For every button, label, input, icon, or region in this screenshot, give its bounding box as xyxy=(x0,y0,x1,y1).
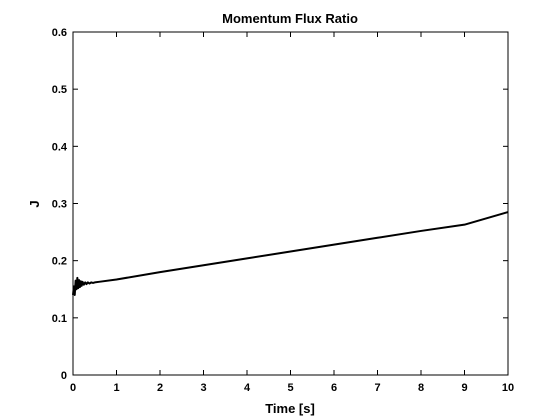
x-axis-label: Time [s] xyxy=(265,401,315,416)
x-tick-label: 10 xyxy=(502,382,514,394)
y-tick-label: 0.4 xyxy=(52,141,68,153)
x-tick-label: 1 xyxy=(113,382,119,394)
x-tick-label: 4 xyxy=(244,382,251,394)
x-tick-label: 0 xyxy=(70,382,76,394)
x-tick-label: 3 xyxy=(200,382,206,394)
y-tick-label: 0.6 xyxy=(52,27,67,39)
y-tick-label: 0.5 xyxy=(52,84,67,96)
y-tick-label: 0.2 xyxy=(52,256,67,268)
y-tick-label: 0.1 xyxy=(52,313,67,325)
x-tick-label: 6 xyxy=(331,382,337,394)
tick-group: 0 1 2 3 4 5 6 7 8 9 10 0 0.1 0.2 0.3 0.4 0.5 0.6 xyxy=(52,27,514,394)
y-tick-label: 0 xyxy=(61,370,67,382)
y-tick-label: 0.3 xyxy=(52,199,67,211)
chart-title: Momentum Flux Ratio xyxy=(222,11,358,26)
x-tick-label: 8 xyxy=(418,382,424,394)
y-axis-label: J xyxy=(27,200,42,207)
series-layer xyxy=(72,211,509,296)
series-line xyxy=(72,211,509,296)
x-tick-label: 2 xyxy=(157,382,163,394)
x-tick-label: 7 xyxy=(374,382,380,394)
x-tick-label: 5 xyxy=(287,382,293,394)
x-tick-label: 9 xyxy=(461,382,467,394)
